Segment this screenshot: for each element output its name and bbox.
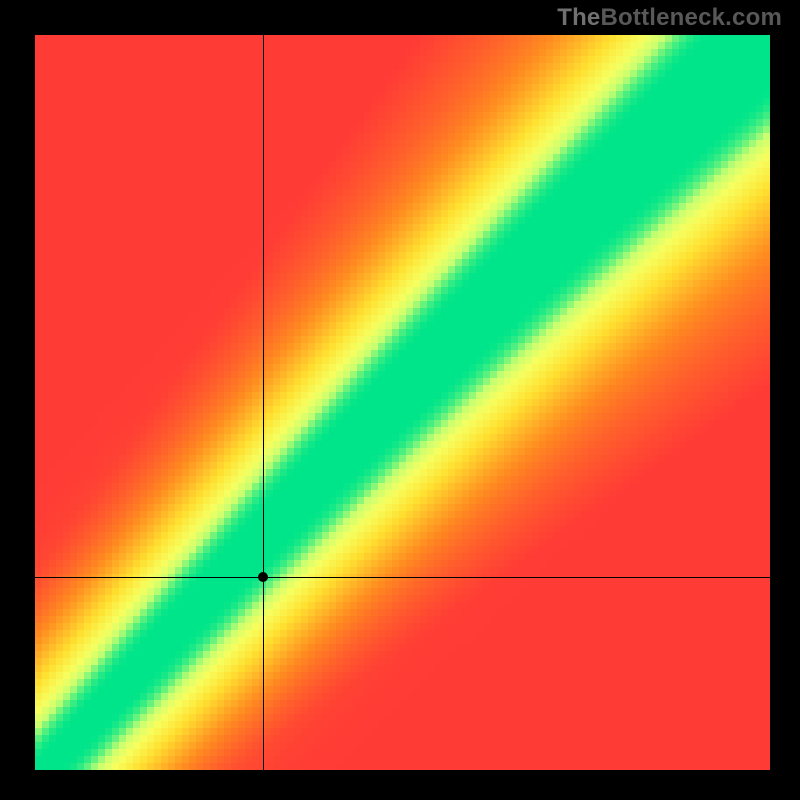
crosshair-vertical: [263, 35, 264, 770]
attribution-suffix: Bottleneck.com: [600, 4, 782, 31]
data-point-marker: [258, 572, 268, 582]
crosshair-horizontal: [35, 577, 770, 578]
attribution-prefix: The: [557, 4, 600, 31]
bottleneck-heatmap: [35, 35, 770, 770]
attribution-label: TheBottleneck.com: [557, 4, 782, 32]
